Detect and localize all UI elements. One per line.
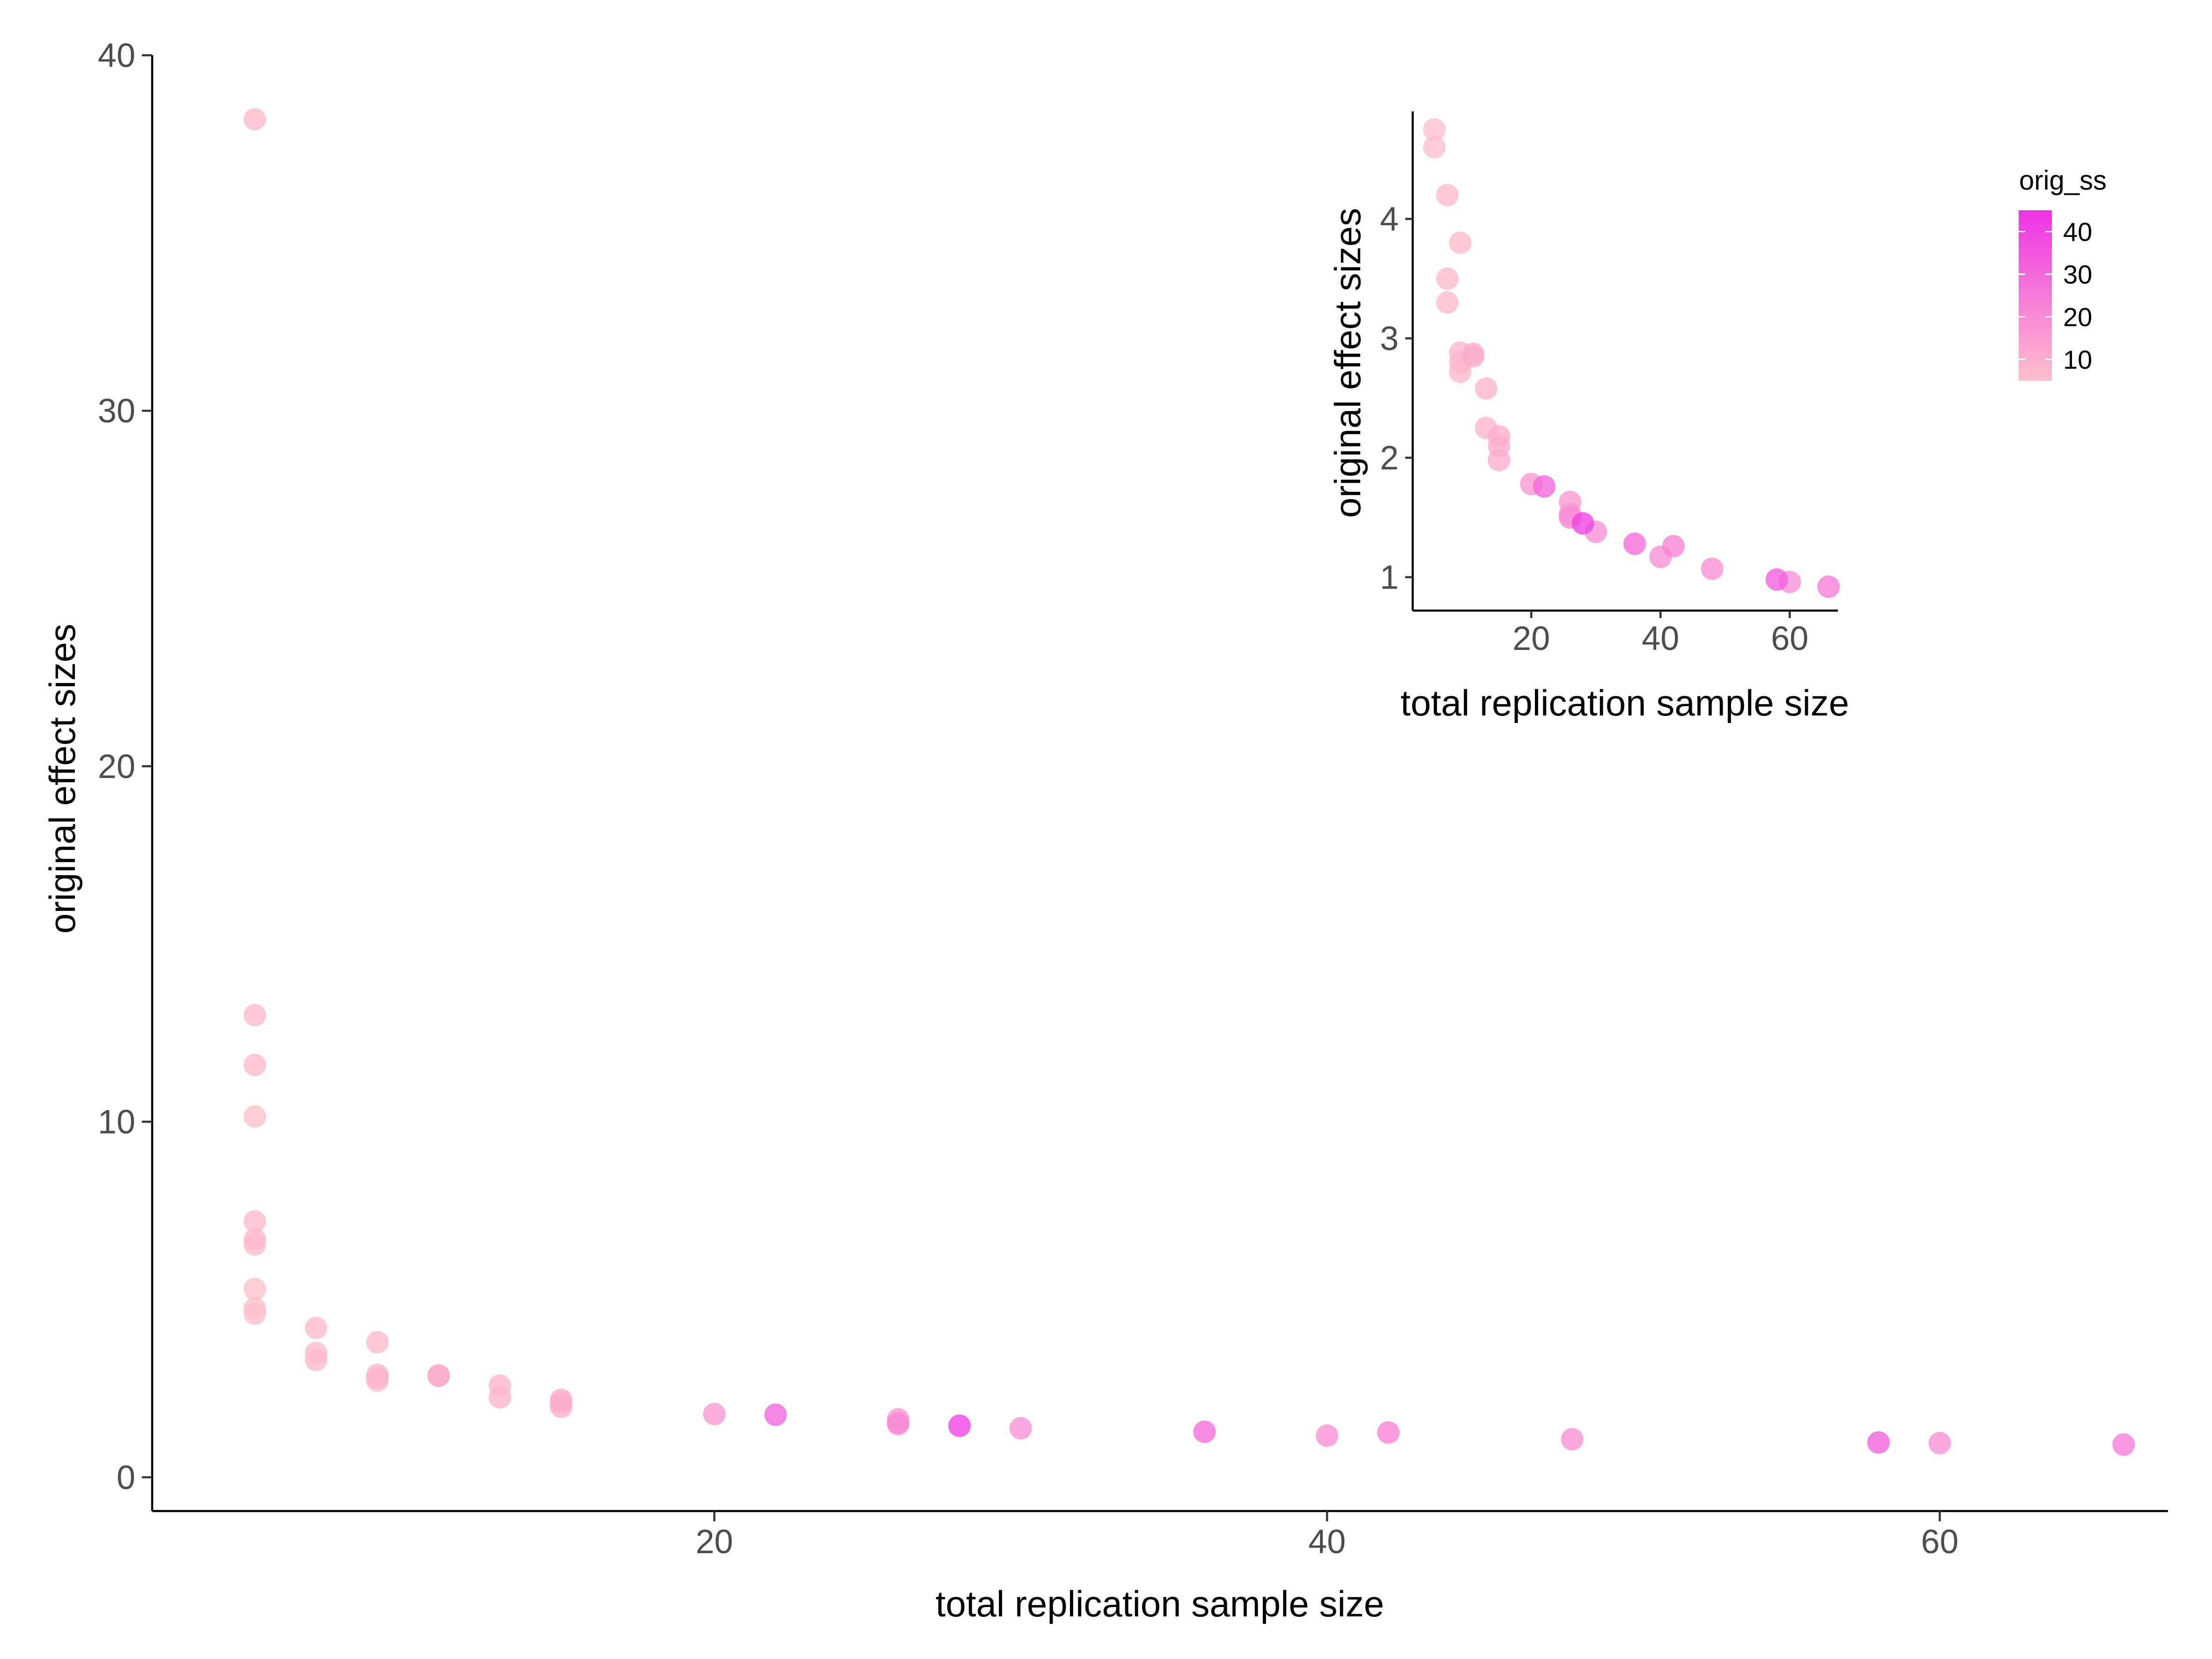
inset-y-ticks: 1 2 3 4 <box>1380 201 1413 597</box>
main-data-point <box>887 1413 910 1435</box>
inset-x-ticks: 20 40 60 <box>1512 611 1808 657</box>
main-y-tick-label: 20 <box>98 748 135 785</box>
inset-data-point <box>1817 575 1840 598</box>
main-y-ticks: 0 10 20 30 40 <box>98 37 152 1497</box>
main-y-tick-label: 30 <box>98 392 135 430</box>
main-data-point <box>427 1364 450 1387</box>
inset-y-tick-label: 3 <box>1380 320 1399 358</box>
main-data-point <box>243 1003 266 1026</box>
inset-data-point <box>1449 231 1472 254</box>
main-points <box>243 108 2135 1456</box>
main-data-point <box>1316 1424 1339 1447</box>
inset-data-point <box>1462 345 1484 368</box>
main-data-point <box>243 1210 266 1233</box>
main-data-point <box>305 1349 327 1371</box>
inset-points <box>1423 118 1840 598</box>
main-x-tick-label: 40 <box>1308 1523 1346 1561</box>
legend-label: 40 <box>2063 217 2092 247</box>
inset-data-point <box>1423 118 1446 141</box>
inset-y-tick-label: 2 <box>1380 440 1399 477</box>
main-x-tick-label: 20 <box>696 1523 733 1561</box>
inset-data-point <box>1488 449 1511 472</box>
main-data-point <box>1009 1417 1032 1440</box>
main-data-point <box>1193 1420 1216 1443</box>
inset-data-point <box>1436 267 1459 290</box>
inset-data-point <box>1623 532 1646 555</box>
main-data-point <box>305 1317 327 1339</box>
inset-data-point <box>1423 136 1446 159</box>
inset-x-tick-label: 60 <box>1771 620 1808 657</box>
main-data-point <box>243 1054 266 1077</box>
main-data-point <box>366 1366 389 1389</box>
inset-data-point <box>1765 568 1788 591</box>
inset-x-tick-label: 40 <box>1642 620 1679 657</box>
main-data-point <box>243 1105 266 1128</box>
inset-data-point <box>1571 512 1594 535</box>
inset-plot: 20 40 60 1 2 3 4 total replication sample siz… <box>1327 111 1849 723</box>
main-data-point <box>488 1386 511 1409</box>
inset-data-point <box>1475 377 1497 400</box>
main-y-axis-title: original effect sizes <box>42 624 83 934</box>
main-data-point <box>1928 1432 1951 1454</box>
inset-data-point <box>1662 535 1685 558</box>
legend-label: 10 <box>2063 345 2092 375</box>
main-data-point <box>243 1277 266 1300</box>
main-y-tick-label: 0 <box>117 1459 135 1497</box>
inset-y-tick-label: 1 <box>1380 559 1399 597</box>
main-y-tick-label: 10 <box>98 1104 135 1141</box>
main-plot: 20 40 60 0 10 20 30 40 total replication sampl… <box>42 37 2168 1624</box>
inset-data-point <box>1436 184 1459 206</box>
main-data-point <box>243 108 266 131</box>
legend-label: 30 <box>2063 260 2092 289</box>
legend-label: 20 <box>2063 302 2092 332</box>
inset-x-axis-title: total replication sample size <box>1401 682 1849 723</box>
legend-colorbar <box>2019 210 2052 381</box>
legend-ticks: 40 30 20 10 <box>2019 217 2092 375</box>
main-data-point <box>366 1331 389 1354</box>
main-data-point <box>764 1403 787 1426</box>
main-x-tick-label: 60 <box>1921 1523 1959 1561</box>
main-x-axis-title: total replication sample size <box>936 1583 1384 1624</box>
inset-x-tick-label: 20 <box>1512 620 1550 657</box>
color-legend: orig_ss 40 30 20 10 <box>2019 165 2107 381</box>
inset-y-tick-label: 4 <box>1380 201 1399 238</box>
main-x-ticks: 20 40 60 <box>696 1511 1959 1561</box>
inset-data-point <box>1701 557 1724 580</box>
legend-title: orig_ss <box>2019 165 2107 196</box>
inset-y-axis-title: original effect sizes <box>1327 208 1368 518</box>
main-data-point <box>2112 1433 2135 1456</box>
main-data-point <box>1377 1421 1400 1444</box>
main-data-point <box>1867 1431 1890 1454</box>
inset-data-point <box>1533 475 1556 498</box>
main-y-tick-label: 40 <box>98 37 135 74</box>
main-data-point <box>948 1414 971 1437</box>
main-data-point <box>703 1402 726 1425</box>
main-data-point <box>1561 1428 1584 1451</box>
main-data-point <box>550 1395 573 1418</box>
main-data-point <box>243 1233 266 1256</box>
main-data-point <box>243 1302 266 1325</box>
inset-data-point <box>1436 291 1459 314</box>
